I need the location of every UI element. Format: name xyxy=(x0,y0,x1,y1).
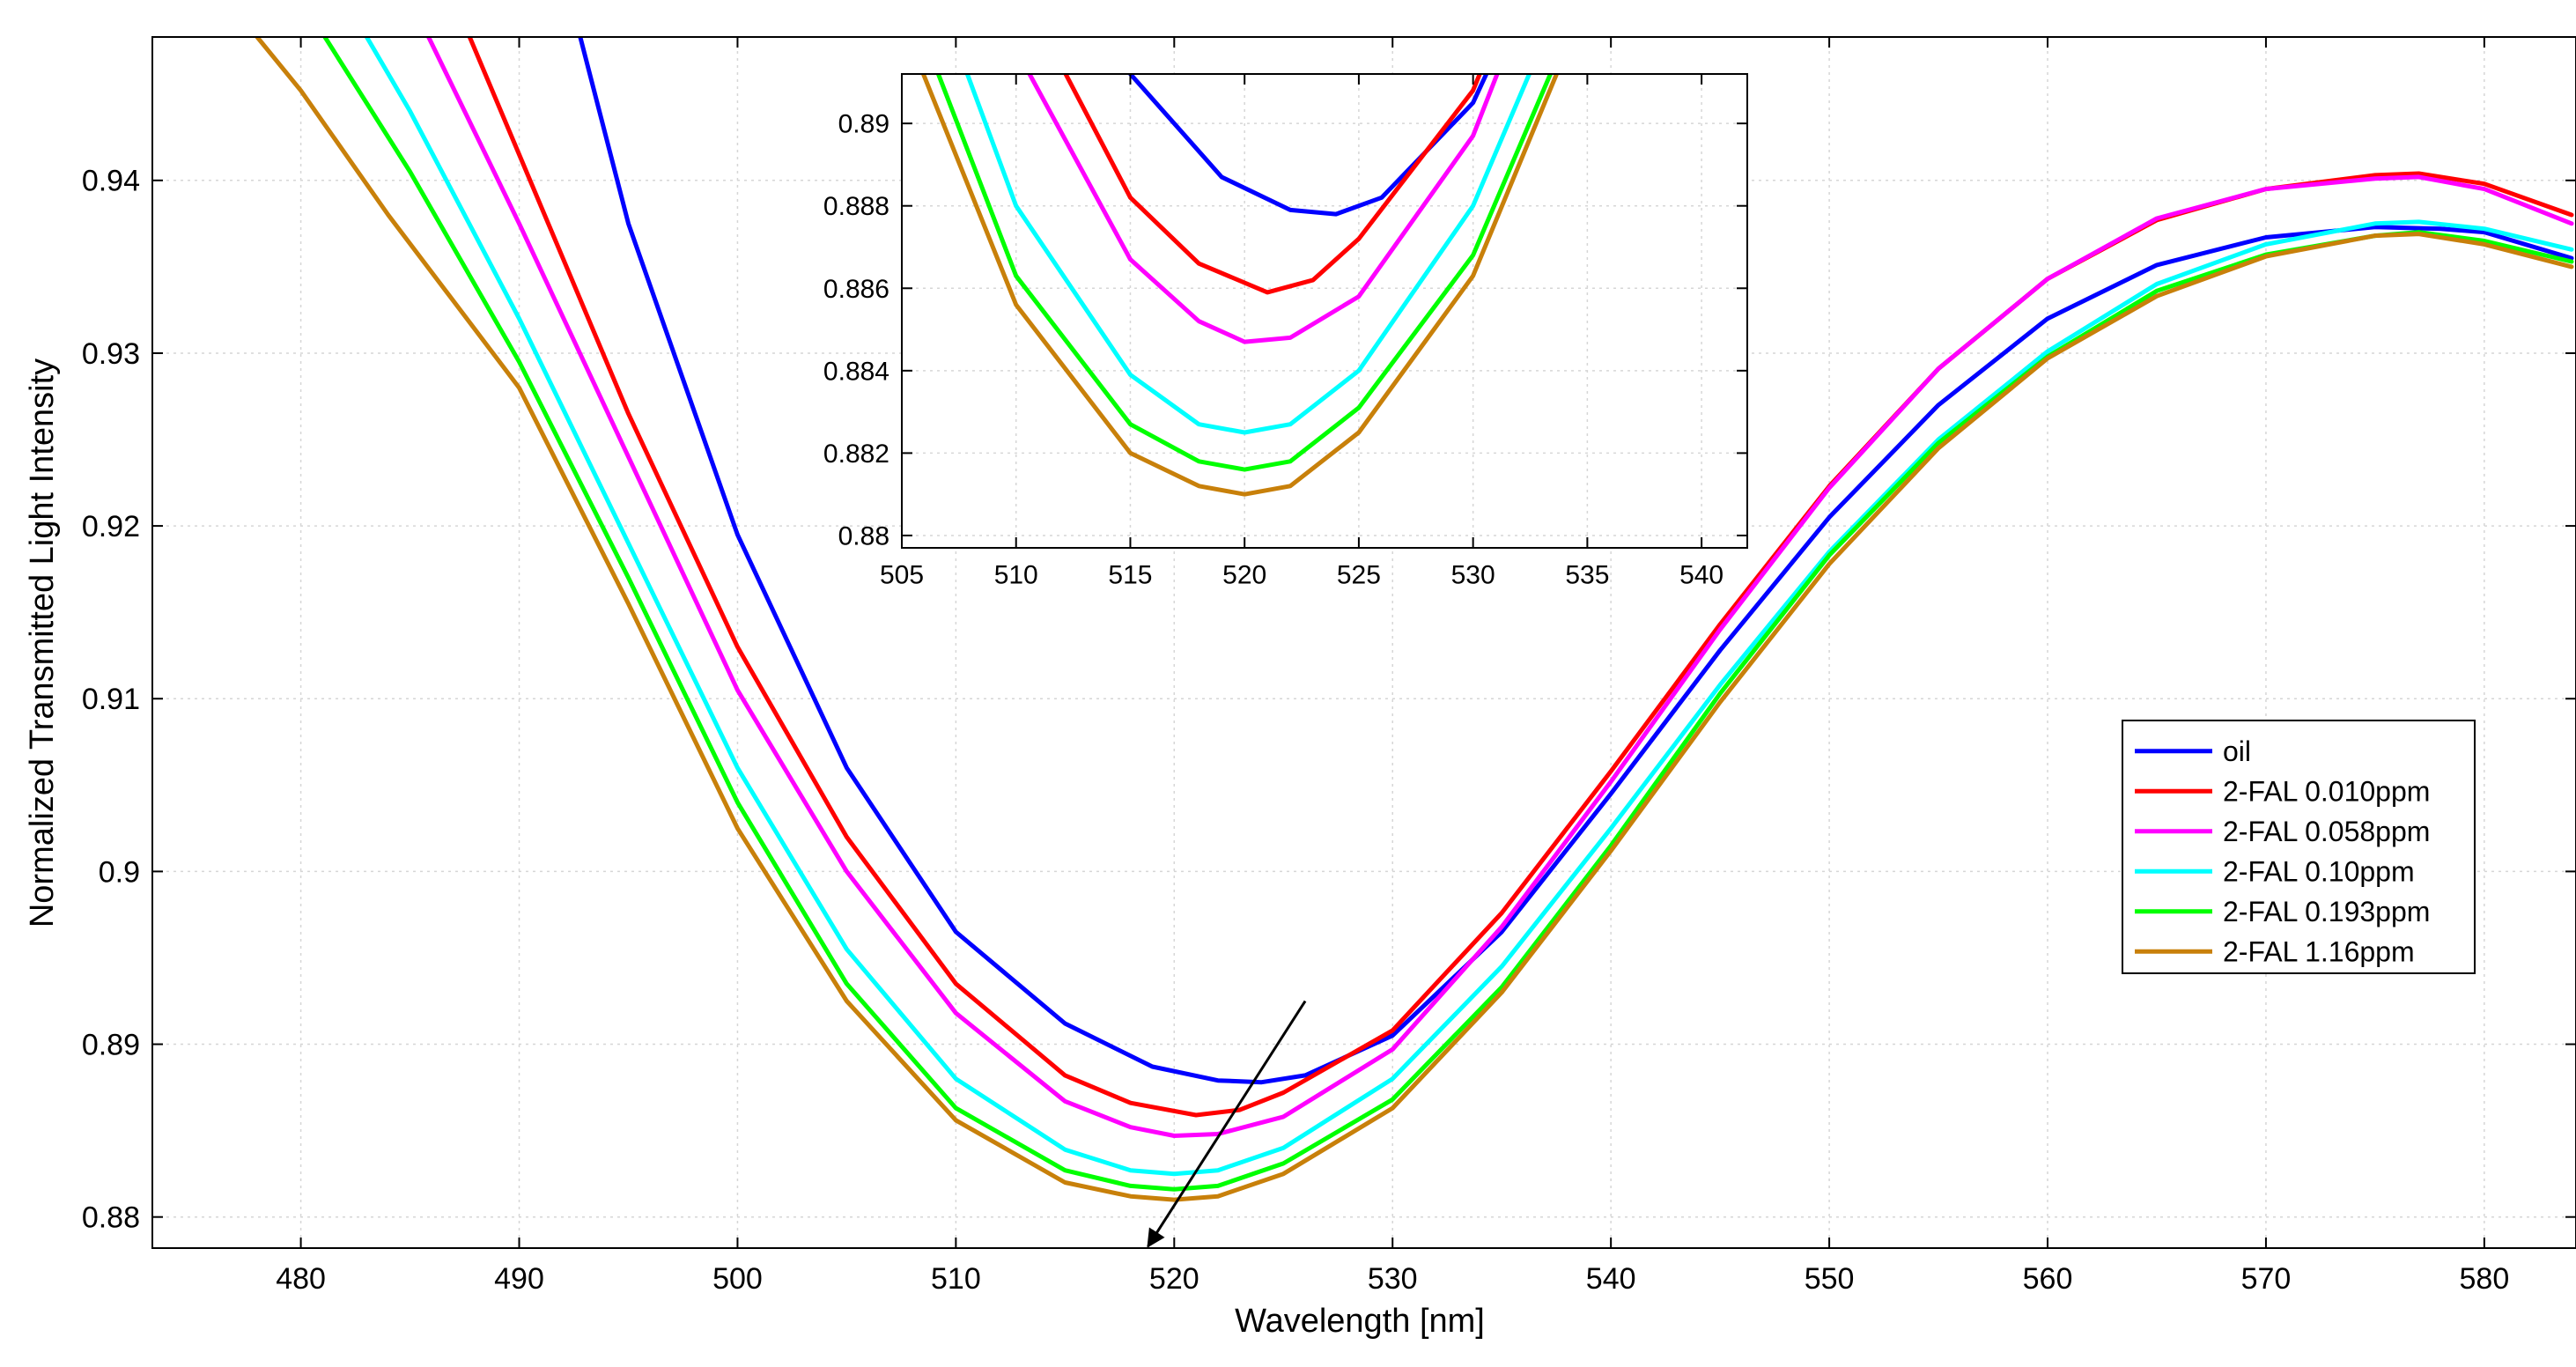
main-x-tick-label: 540 xyxy=(1586,1262,1636,1296)
main-x-tick-label: 520 xyxy=(1149,1262,1199,1296)
main-series-line xyxy=(364,37,2574,1177)
inset-y-tick-label: 0.884 xyxy=(823,357,889,386)
main-y-tick-label: 0.91 xyxy=(82,683,140,716)
legend-entry: oil xyxy=(2223,735,2251,767)
legend-box xyxy=(2122,720,2476,974)
main-x-tick-label: 480 xyxy=(276,1262,326,1296)
inset-series xyxy=(920,74,1560,497)
main-y-tick-label: 0.89 xyxy=(82,1028,140,1061)
main-x-tick-label: 580 xyxy=(2460,1262,2510,1296)
legend: oil 2-FAL 0.010ppm 2-FAL 0.058ppm 2-FAL 0.1… xyxy=(2122,720,2476,974)
main-ticks: 480 490 500 510 520 530 540 550 560 570 580 0.88 0.8… xyxy=(82,37,2576,1296)
inset-plot-background xyxy=(902,74,1747,548)
inset-y-tick-label: 0.888 xyxy=(823,192,889,221)
main-x-tick-label: 490 xyxy=(494,1262,544,1296)
main-axes-frame xyxy=(151,36,2576,1249)
main-y-tick-label: 0.92 xyxy=(82,510,140,543)
legend-entry: 2-FAL 1.16ppm xyxy=(2223,935,2415,967)
main-x-tick-label: 510 xyxy=(931,1262,981,1296)
main-series-line xyxy=(255,37,2574,1202)
main-series-line xyxy=(425,37,2574,1138)
legend-entry: 2-FAL 0.10ppm xyxy=(2223,855,2415,887)
inset-x-tick-label: 505 xyxy=(880,561,924,590)
inset-y-tick-label: 0.88 xyxy=(838,521,889,550)
inset-x-tick-label: 515 xyxy=(1108,561,1152,590)
inset-x-tick-label: 535 xyxy=(1565,561,1609,590)
legend-entry: 2-FAL 0.010ppm xyxy=(2223,775,2430,807)
inset-x-tick-label: 525 xyxy=(1337,561,1381,590)
inset-x-tick-label: 520 xyxy=(1222,561,1266,590)
main-y-tick-label: 0.9 xyxy=(99,855,140,889)
inset-y-tick-label: 0.882 xyxy=(823,440,889,469)
main-x-tick-label: 560 xyxy=(2023,1262,2073,1296)
main-y-tick-label: 0.93 xyxy=(82,337,140,371)
main-x-tick-label: 500 xyxy=(712,1262,763,1296)
inset-series-line xyxy=(920,74,1560,497)
y-axis-label: Normalized Transmitted Light Intensity xyxy=(24,358,61,927)
inset-y-tick-label: 0.89 xyxy=(838,110,889,139)
x-axis-label: Wavelength [nm] xyxy=(1235,1303,1485,1340)
inset-axes-frame xyxy=(901,73,1748,549)
main-series-line xyxy=(578,37,2574,1085)
inset-series-line xyxy=(935,74,1554,472)
legend-entry: 2-FAL 0.058ppm xyxy=(2223,816,2430,847)
inset-x-tick-label: 530 xyxy=(1451,561,1495,590)
inset-series-line xyxy=(964,74,1532,435)
main-x-tick-label: 530 xyxy=(1368,1262,1418,1296)
inset-ticks: 505 510 515 520 525 530 535 540 0.88 0.882 0.884 0.… xyxy=(823,74,1747,590)
inset-y-tick-label: 0.886 xyxy=(823,275,889,304)
main-y-tick-label: 0.88 xyxy=(82,1201,140,1235)
legend-entry: 2-FAL 0.193ppm xyxy=(2223,896,2430,927)
main-y-tick-label: 0.94 xyxy=(82,165,140,198)
trend-arrow xyxy=(1147,1000,1307,1248)
main-x-tick-label: 570 xyxy=(2241,1262,2292,1296)
inset-x-tick-label: 510 xyxy=(994,561,1038,590)
main-x-tick-label: 550 xyxy=(1805,1262,1855,1296)
inset-x-tick-label: 540 xyxy=(1679,561,1723,590)
main-series xyxy=(255,37,2574,1202)
